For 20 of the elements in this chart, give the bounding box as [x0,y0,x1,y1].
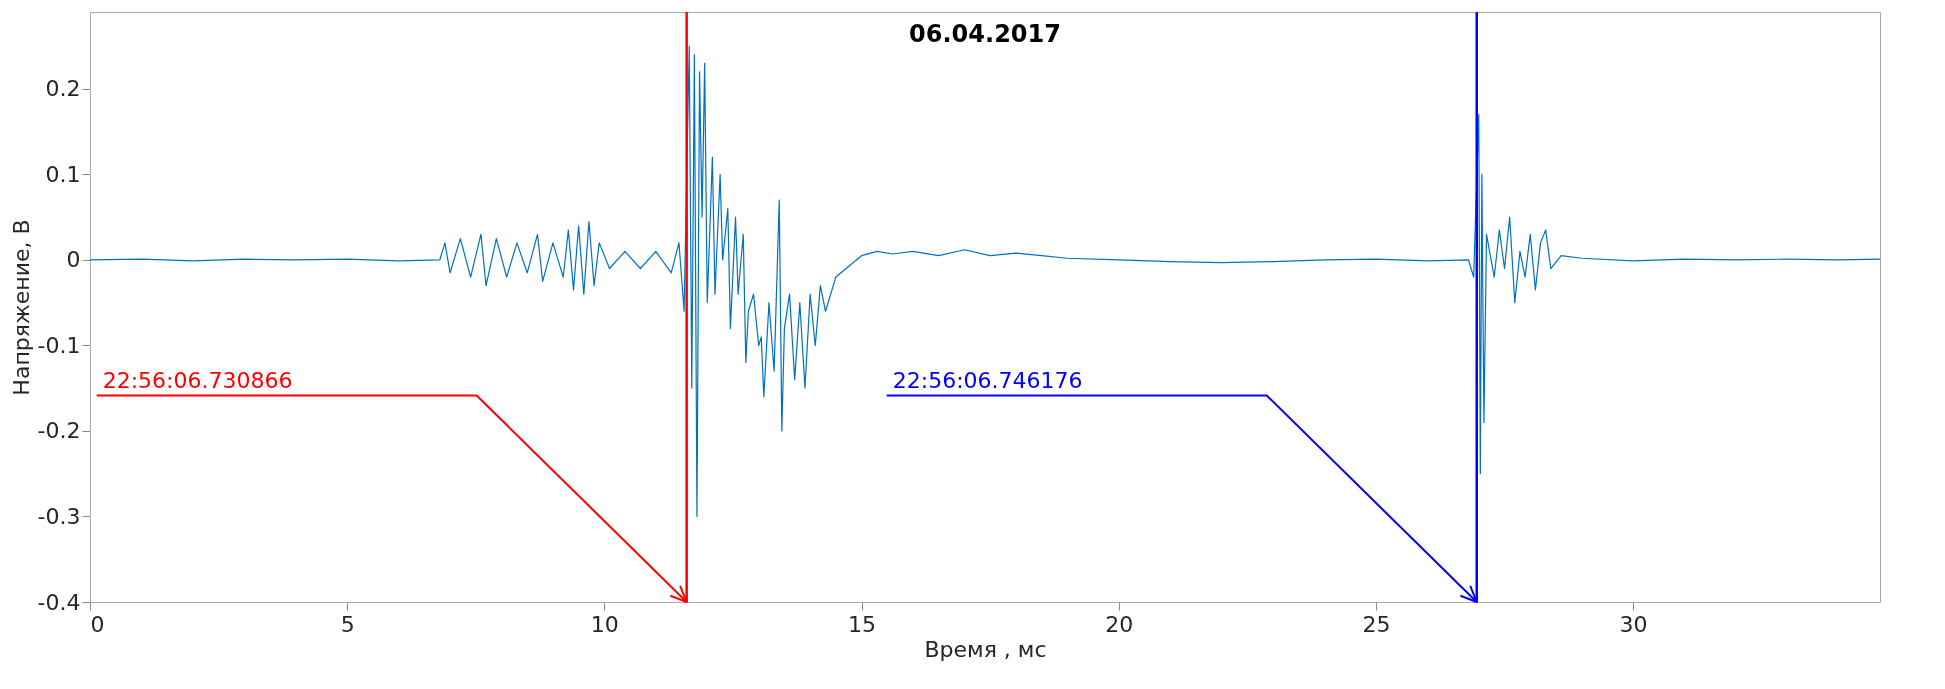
annotation: 22:56:06.730866 [102,367,293,393]
chart-title: 06.04.2017 [909,19,1061,48]
x-tick-label: 20 [1105,611,1134,637]
y-tick-label: 0.1 [45,161,81,187]
y-tick-label: 0 [66,247,81,273]
x-tick-label: 0 [90,611,105,637]
x-tick-label: 25 [1362,611,1391,637]
y-tick-label: -0.4 [37,589,81,615]
annotation: 22:56:06.746176 [892,367,1083,393]
y-axis-title: Напряжение, В [8,219,34,396]
y-tick-label: -0.2 [37,418,81,444]
y-tick-label: 0.2 [45,76,81,102]
x-tick-label: 10 [590,611,619,637]
x-axis-title: Время , мс [924,636,1047,662]
y-tick-label: -0.1 [37,332,81,358]
x-tick-label: 15 [848,611,877,637]
line-series [89,45,1881,518]
x-tick-label: 30 [1619,611,1648,637]
x-tick-label: 5 [340,611,355,637]
y-tick-label: -0.3 [37,503,81,529]
